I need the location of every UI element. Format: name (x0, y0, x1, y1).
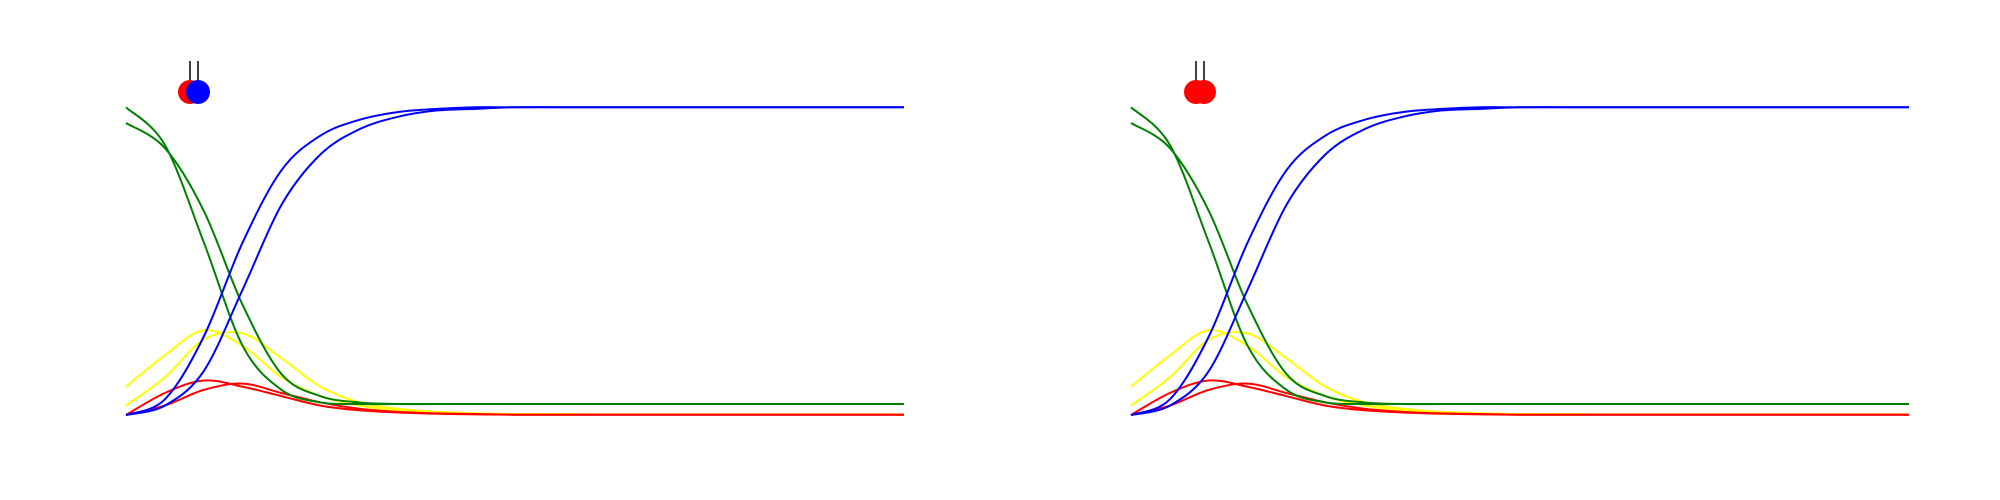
series-line-red-7 (1130, 382, 1909, 416)
series-line-blue-3 (1130, 106, 1909, 416)
series-line-red-7 (125, 382, 904, 416)
series-line-green-1 (1130, 122, 1909, 406)
marker-dot-red-1 (1192, 80, 1216, 104)
series-line-green-1 (125, 122, 904, 406)
series-line-blue-3 (125, 106, 904, 416)
chart-panel-left (125, 61, 904, 416)
marker-dot-blue-1 (186, 80, 210, 104)
chart-panel-right (1130, 61, 1909, 416)
